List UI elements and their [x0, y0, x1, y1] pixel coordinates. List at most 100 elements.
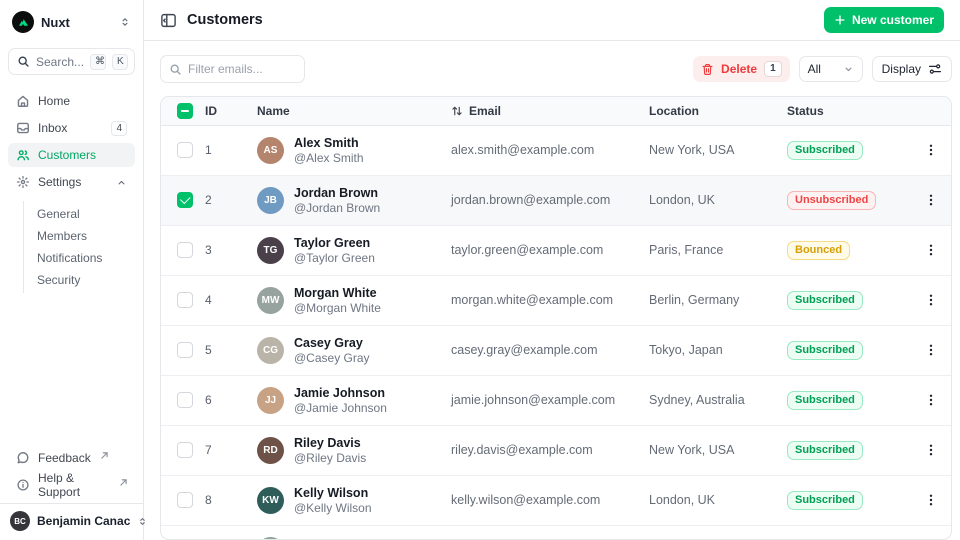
row-menu-button[interactable] [920, 239, 942, 261]
customer-name: Riley Davis [294, 435, 361, 450]
cell-email: kelly.wilson@example.com [443, 474, 641, 525]
search-input[interactable]: Search... ⌘ K [8, 48, 135, 75]
cell-name: JJ Jamie Johnson @Jamie Johnson [257, 386, 435, 415]
table-body: 1 AS Alex Smith @Alex Smith alex.smith@e… [161, 125, 951, 539]
select-all-checkbox[interactable] [177, 102, 193, 119]
cell-name: MW Morgan White @Morgan White [257, 286, 435, 315]
row-menu-button[interactable] [920, 139, 942, 161]
status-badge: Subscribed [787, 440, 863, 460]
table-row[interactable]: 8 KW Kelly Wilson @Kelly Wilson kelly.wi… [161, 474, 951, 525]
user-avatar: BC [10, 511, 30, 531]
row-menu-button[interactable] [920, 189, 942, 211]
row-checkbox[interactable] [177, 492, 193, 508]
cell-name: KW Kelly Wilson @Kelly Wilson [257, 486, 435, 515]
collapse-sidebar-button[interactable] [160, 12, 177, 29]
cell-location: Paris, France [641, 224, 779, 275]
cell-email [443, 524, 641, 539]
sidebar-item-settings[interactable]: Settings [8, 170, 135, 194]
cell-id: 6 [197, 374, 249, 425]
row-checkbox[interactable] [177, 142, 193, 158]
row-menu-button[interactable] [920, 389, 942, 411]
sidebar-item-home[interactable]: Home [8, 89, 135, 113]
status-badge: Subscribed [787, 490, 863, 510]
cell-name: RD Riley Davis @Riley Davis [257, 436, 435, 465]
customer-handle: @Casey Gray [294, 350, 370, 365]
table-row-partial[interactable] [161, 524, 951, 539]
sidebar-item-inbox[interactable]: Inbox 4 [8, 116, 135, 140]
row-checkbox[interactable] [177, 392, 193, 408]
table-row[interactable]: 1 AS Alex Smith @Alex Smith alex.smith@e… [161, 125, 951, 175]
workspace-switcher[interactable]: Nuxt [8, 8, 135, 36]
row-checkbox[interactable] [177, 342, 193, 358]
customer-name: Casey Gray [294, 335, 363, 350]
row-menu-button[interactable] [920, 489, 942, 511]
row-menu-button[interactable] [920, 289, 942, 311]
cell-email: jamie.johnson@example.com [443, 374, 641, 425]
table-row[interactable]: 5 CG Casey Gray @Casey Gray casey.gray@e… [161, 324, 951, 375]
sidebar-item-help-support[interactable]: Help & Support [8, 471, 135, 499]
sort-email-button[interactable]: Email [451, 104, 633, 118]
row-checkbox[interactable] [177, 242, 193, 258]
sidebar-item-label: Customers [38, 148, 97, 162]
sidebar-item-label: General [37, 207, 80, 221]
table-row[interactable]: 4 MW Morgan White @Morgan White morgan.w… [161, 274, 951, 325]
status-badge: Subscribed [787, 390, 863, 410]
customer-avatar: MW [257, 286, 284, 314]
sidebar-item-general[interactable]: General [37, 203, 135, 225]
cell-location: Sydney, Australia [641, 374, 779, 425]
search-placeholder: Search... [36, 54, 85, 69]
sidebar-item-feedback[interactable]: Feedback [8, 446, 135, 470]
cell-location: Tokyo, Japan [641, 324, 779, 375]
row-checkbox[interactable] [177, 442, 193, 458]
cell-id [197, 524, 249, 539]
row-checkbox[interactable] [177, 292, 193, 308]
row-menu-button[interactable] [920, 439, 942, 461]
sidebar-item-label: Help & Support [38, 471, 81, 499]
table-row[interactable]: 3 TG Taylor Green @Taylor Green taylor.g… [161, 224, 951, 275]
sidebar-item-customers[interactable]: Customers [8, 143, 135, 167]
cell-id: 3 [197, 224, 249, 275]
row-menu-button[interactable] [920, 339, 942, 361]
user-menu[interactable]: BC Benjamin Canac [10, 511, 146, 531]
message-bubble-icon [16, 451, 30, 465]
table-row[interactable]: 6 JJ Jamie Johnson @Jamie Johnson jamie.… [161, 374, 951, 425]
sidebar-spacer [8, 295, 135, 446]
cell-location: London, UK [641, 474, 779, 525]
filter-emails-input[interactable] [188, 62, 296, 76]
cell-location [641, 524, 779, 539]
row-checkbox[interactable] [177, 192, 193, 208]
new-customer-button[interactable]: New customer [823, 7, 944, 33]
sidebar-item-members[interactable]: Members [37, 225, 135, 247]
users-icon [16, 148, 30, 162]
sidebar-nav: Home Inbox 4 Customers Settings Genera [8, 89, 135, 295]
table-row[interactable]: 2 JB Jordan Brown @Jordan Brown jordan.b… [161, 174, 951, 225]
table-toolbar: Delete 1 All Display [144, 41, 960, 96]
cell-email: jordan.brown@example.com [443, 174, 641, 225]
display-button[interactable]: Display [871, 56, 952, 82]
customer-avatar: JJ [257, 386, 284, 414]
sidebar-item-notifications[interactable]: Notifications [37, 247, 135, 269]
column-header-actions [911, 97, 951, 126]
sidebar-item-security[interactable]: Security [37, 269, 135, 291]
display-label: Display [881, 62, 921, 76]
home-icon [16, 94, 30, 108]
customer-avatar: CG [257, 336, 284, 364]
cell-id: 8 [197, 474, 249, 525]
chevrons-up-down-icon [137, 516, 148, 527]
cell-id: 5 [197, 324, 249, 375]
delete-label: Delete [721, 62, 758, 76]
delete-button[interactable]: Delete 1 [693, 56, 790, 82]
cell-name: TG Taylor Green @Taylor Green [257, 236, 435, 265]
status-filter-select[interactable]: All [798, 56, 863, 82]
customer-avatar: TG [257, 236, 284, 264]
sidebar-item-label: Members [37, 229, 88, 243]
filter-emails-field[interactable] [160, 55, 305, 83]
cell-email: taylor.green@example.com [443, 224, 641, 275]
column-header-status: Status [779, 97, 911, 126]
sidebar-footer: Feedback Help & Support [8, 446, 135, 503]
table-row[interactable]: 7 RD Riley Davis @Riley Davis riley.davi… [161, 424, 951, 475]
trash-icon [701, 63, 714, 76]
customer-handle: @Riley Davis [294, 450, 367, 465]
customer-avatar [257, 536, 284, 539]
chevron-down-icon [843, 64, 854, 75]
